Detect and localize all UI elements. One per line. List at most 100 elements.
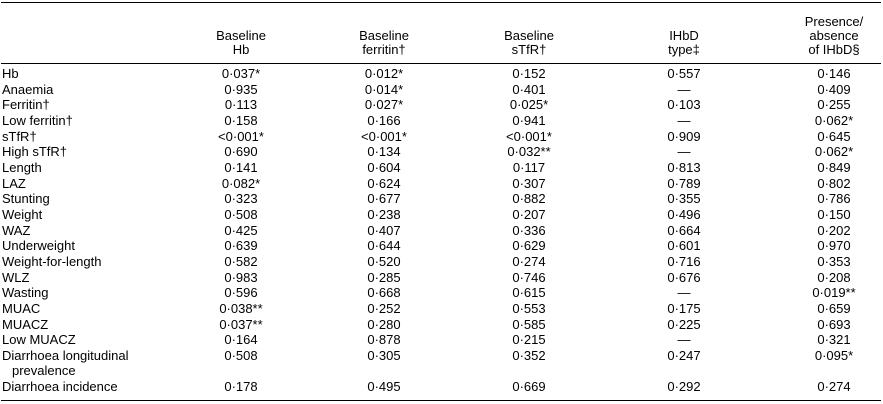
cell-value: 0·353 bbox=[817, 253, 851, 269]
row-label: Ferritin† bbox=[2, 97, 50, 113]
cell-value: 0·019** bbox=[812, 285, 856, 301]
cell-value: 0·644 bbox=[367, 238, 401, 254]
cell-value: 0·970 bbox=[817, 238, 851, 254]
table-row: High sTfR† 0·690 0·134 0·032** — 0·062* bbox=[1, 144, 881, 160]
header-line: ferritin† bbox=[362, 42, 406, 57]
table-header: Baseline Hb Baseline ferritin† Baseline sTfR†… bbox=[1, 2, 881, 64]
cell-value: 0·238 bbox=[367, 206, 401, 222]
cell-value: 0·062* bbox=[814, 112, 854, 128]
cell-value: <0·001* bbox=[218, 128, 264, 144]
table-row: MUACZ 0·037** 0·280 0·585 0·225 0·693 bbox=[1, 317, 881, 333]
cell-value: 0·786 bbox=[817, 191, 851, 207]
cell-value: 0·321 bbox=[817, 332, 851, 348]
cell-value: 0·152 bbox=[512, 66, 546, 81]
cell-value: 0·037** bbox=[219, 316, 263, 332]
header-line: of IHbD§ bbox=[808, 42, 860, 57]
table-row: Diarrhoea longitudinal prevalence 0·508 0·… bbox=[1, 348, 881, 379]
cell-value: 0·012* bbox=[364, 66, 404, 81]
cell-value: 0·629 bbox=[512, 238, 546, 254]
cell-value: 0·813 bbox=[667, 159, 701, 175]
cell-value: 0·164 bbox=[224, 332, 258, 348]
row-label: Low ferritin† bbox=[2, 112, 73, 128]
cell-value: 0·849 bbox=[817, 159, 851, 175]
column-header: Baseline sTfR† bbox=[477, 3, 581, 64]
row-label: Diarrhoea incidence bbox=[2, 379, 118, 395]
row-label: Length bbox=[2, 159, 42, 175]
cell-value: 0·305 bbox=[367, 347, 401, 363]
row-label: Stunting bbox=[2, 191, 50, 207]
table-row: WAZ 0·425 0·407 0·336 0·664 0·202 bbox=[1, 223, 881, 239]
table-row: Diarrhoea incidence 0·178 0·495 0·669 0·292 0… bbox=[1, 379, 881, 401]
cell-value: 0·639 bbox=[224, 238, 258, 254]
cell-value: 0·645 bbox=[817, 128, 851, 144]
row-label: Hb bbox=[2, 66, 19, 81]
cell-value: 0·141 bbox=[224, 159, 258, 175]
cell-value: 0·117 bbox=[512, 159, 546, 175]
cell-value: 0·690 bbox=[224, 144, 258, 160]
cell-value: 0·352 bbox=[512, 347, 546, 363]
cell-value: 0·307 bbox=[512, 175, 546, 191]
cell-value: 0·207 bbox=[512, 206, 546, 222]
cell-value: 0·557 bbox=[667, 66, 701, 81]
cell-value: — bbox=[677, 112, 691, 128]
header-line: Hb bbox=[232, 42, 250, 57]
cell-value: 0·669 bbox=[512, 379, 546, 395]
cell-value: 0·508 bbox=[224, 347, 258, 363]
cell-value: 0·103 bbox=[667, 97, 701, 113]
row-label: sTfR† bbox=[2, 128, 37, 144]
row-label: WLZ bbox=[2, 269, 30, 285]
table-body: Hb 0·037* 0·012* 0·152 0·557 0·146 Anaemia 0·93… bbox=[1, 64, 881, 401]
cell-value: 0·582 bbox=[224, 253, 258, 269]
cell-value: 0·158 bbox=[224, 112, 258, 128]
column-header: Baseline ferritin† bbox=[291, 3, 477, 64]
cell-value: 0·025* bbox=[509, 97, 549, 113]
cell-value: 0·336 bbox=[512, 222, 546, 238]
cell-value: 0·178 bbox=[224, 379, 258, 395]
cell-value: 0·175 bbox=[667, 300, 701, 316]
cell-value: 0·802 bbox=[817, 175, 851, 191]
cell-value: 0·215 bbox=[512, 332, 546, 348]
cell-value: 0·520 bbox=[367, 253, 401, 269]
table-row: Low MUACZ 0·164 0·878 0·215 — 0·321 bbox=[1, 332, 881, 348]
row-label: MUACZ bbox=[2, 316, 49, 332]
cell-value: 0·716 bbox=[667, 253, 701, 269]
table-row: LAZ 0·082* 0·624 0·307 0·789 0·802 bbox=[1, 176, 881, 192]
cell-value: 0·146 bbox=[817, 66, 851, 81]
cell-value: — bbox=[677, 81, 691, 97]
header-line: Presence/ bbox=[804, 14, 864, 29]
cell-value: 0·941 bbox=[512, 112, 546, 128]
cell-value: 0·032** bbox=[507, 144, 551, 160]
cell-value: — bbox=[677, 144, 691, 160]
cell-value: 0·247 bbox=[667, 347, 701, 363]
cell-value: 0·409 bbox=[817, 81, 851, 97]
cell-value: 0·280 bbox=[367, 316, 401, 332]
cell-value: 0·746 bbox=[512, 269, 546, 285]
cell-value: — bbox=[677, 285, 691, 301]
cell-value: 0·082* bbox=[221, 175, 261, 191]
cell-value: 0·252 bbox=[367, 300, 401, 316]
cell-value: 0·014* bbox=[364, 81, 404, 97]
cell-value: 0·659 bbox=[817, 300, 851, 316]
table-row: sTfR† <0·001* <0·001* <0·001* 0·909 0·645 bbox=[1, 129, 881, 145]
cell-value: 0·225 bbox=[667, 316, 701, 332]
cell-value: 0·677 bbox=[367, 191, 401, 207]
header-line: sTfR† bbox=[511, 42, 547, 57]
table-row: MUAC 0·038** 0·252 0·553 0·175 0·659 bbox=[1, 301, 881, 317]
corner-cell bbox=[1, 3, 191, 64]
cell-value: 0·508 bbox=[224, 206, 258, 222]
header-line: Baseline bbox=[216, 28, 266, 43]
cell-value: 0·150 bbox=[817, 206, 851, 222]
cell-value: 0·624 bbox=[367, 175, 401, 191]
cell-value: 0·878 bbox=[367, 332, 401, 348]
cell-value: 0·425 bbox=[224, 222, 258, 238]
row-label: High sTfR† bbox=[2, 144, 68, 160]
cell-value: 0·062* bbox=[814, 144, 854, 160]
cell-value: 0·693 bbox=[817, 316, 851, 332]
row-label: Underweight bbox=[2, 238, 75, 254]
cell-value: 0·323 bbox=[224, 191, 258, 207]
cell-value: 0·208 bbox=[817, 269, 851, 285]
cell-value: 0·983 bbox=[224, 269, 258, 285]
cell-value: 0·664 bbox=[667, 222, 701, 238]
